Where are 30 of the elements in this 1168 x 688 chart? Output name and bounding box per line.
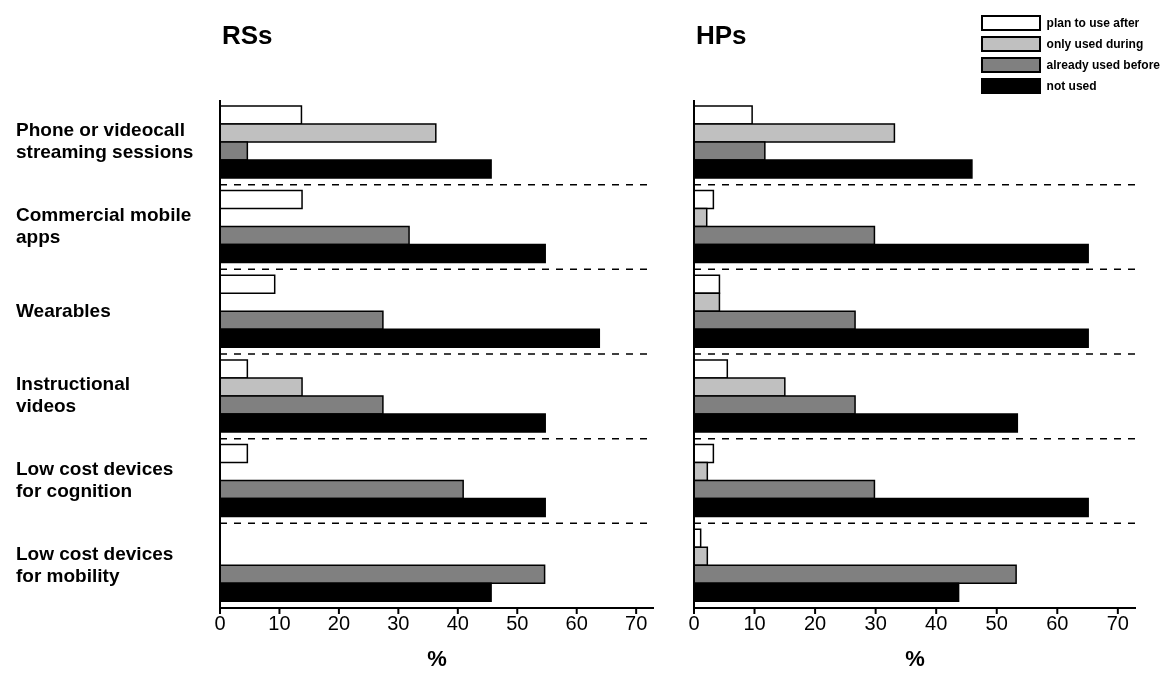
- x-tick-label: 70: [1106, 612, 1129, 635]
- x-tick-label: 20: [803, 612, 827, 635]
- chart-title: RSs: [222, 20, 273, 51]
- x-tick-label: 40: [925, 612, 948, 635]
- x-tick-label: 20: [327, 612, 351, 635]
- x-tick-label: 10: [268, 612, 291, 635]
- x-axis-title: %: [905, 646, 925, 671]
- y-tick-label: Commercial mobile apps: [16, 204, 192, 248]
- x-tick-label: 60: [565, 612, 588, 635]
- x-tick-label: 30: [864, 612, 887, 635]
- y-tick-label: Low cost devices for cognition: [16, 458, 174, 502]
- x-tick-label: 60: [1046, 612, 1069, 635]
- legend-label: not used: [1046, 78, 1097, 93]
- x-tick-label: 10: [743, 612, 766, 635]
- x-tick-label: 50: [506, 612, 529, 635]
- legend-label: plan to use after: [1046, 15, 1140, 30]
- x-tick-label: 30: [387, 612, 410, 635]
- x-tick-label: 0: [214, 612, 226, 635]
- legend-label: already used before: [1046, 57, 1160, 72]
- y-tick-label: Instructional videos: [16, 373, 131, 417]
- legend-label: only used during: [1046, 36, 1144, 51]
- x-axis-title: %: [427, 646, 447, 671]
- x-tick-label: 50: [985, 612, 1008, 635]
- chart-title: HPs: [696, 20, 747, 51]
- y-tick-label: Phone or videocall streaming sessions: [16, 119, 194, 163]
- y-tick-label: Low cost devices for mobility: [16, 542, 174, 586]
- x-tick-label: 0: [688, 612, 700, 635]
- y-tick-label: Wearables: [16, 299, 111, 321]
- x-tick-label: 70: [625, 612, 648, 635]
- x-tick-label: 40: [446, 612, 469, 635]
